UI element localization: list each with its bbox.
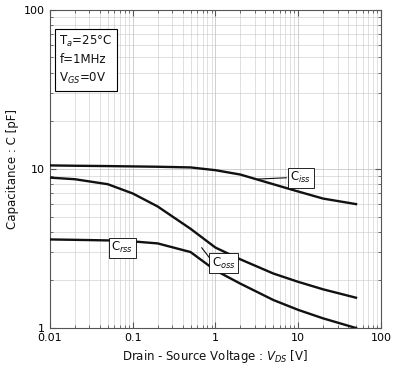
Text: C$_{rss}$: C$_{rss}$ [111,240,133,255]
Text: T$_a$=25°C
f=1MHz
V$_{GS}$=0V: T$_a$=25°C f=1MHz V$_{GS}$=0V [60,34,112,86]
Text: C$_{iss}$: C$_{iss}$ [290,170,311,185]
X-axis label: Drain - Source Voltage : $V_{DS}$ [V]: Drain - Source Voltage : $V_{DS}$ [V] [122,348,308,365]
Text: C$_{oss}$: C$_{oss}$ [212,256,235,271]
Y-axis label: Capacitance : C [pF]: Capacitance : C [pF] [6,109,19,229]
